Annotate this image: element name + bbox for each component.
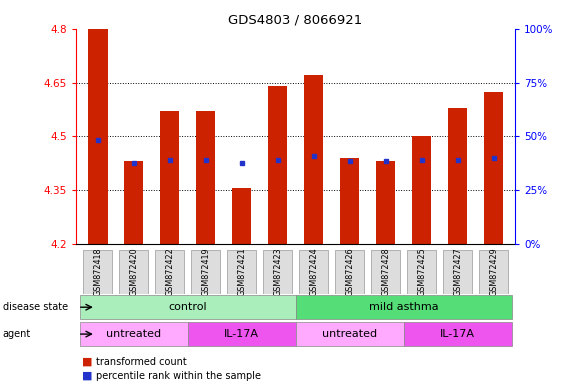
FancyBboxPatch shape [191,250,220,294]
Bar [88,29,108,244]
FancyBboxPatch shape [443,250,472,294]
Bar [339,158,359,244]
Text: GSM872424: GSM872424 [309,247,318,296]
Text: IL-17A: IL-17A [440,329,475,339]
Text: GSM872426: GSM872426 [345,247,354,296]
Bar [232,188,252,244]
Text: GSM872421: GSM872421 [237,247,246,296]
Title: GDS4803 / 8066921: GDS4803 / 8066921 [229,13,363,26]
FancyBboxPatch shape [479,250,508,294]
Text: GSM872427: GSM872427 [453,247,462,296]
FancyBboxPatch shape [335,250,364,294]
Text: transformed count: transformed count [96,357,186,367]
Text: GSM872425: GSM872425 [417,247,426,296]
Text: GSM872422: GSM872422 [165,247,174,296]
FancyBboxPatch shape [155,250,184,294]
Text: agent: agent [3,329,31,339]
Text: control: control [168,302,207,312]
Text: GSM872428: GSM872428 [381,247,390,296]
FancyBboxPatch shape [79,295,296,319]
FancyBboxPatch shape [187,322,296,346]
FancyBboxPatch shape [79,322,187,346]
Text: ■: ■ [82,371,92,381]
Text: GSM872429: GSM872429 [489,247,498,296]
FancyBboxPatch shape [263,250,292,294]
Bar [267,86,288,244]
FancyBboxPatch shape [299,250,328,294]
Text: GSM872418: GSM872418 [93,248,102,296]
FancyBboxPatch shape [296,295,512,319]
Text: disease state: disease state [3,302,68,312]
FancyBboxPatch shape [296,322,404,346]
Text: GSM872419: GSM872419 [201,247,210,296]
Text: mild asthma: mild asthma [369,302,439,312]
Text: ■: ■ [82,357,92,367]
FancyBboxPatch shape [371,250,400,294]
Text: untreated: untreated [322,329,377,339]
FancyBboxPatch shape [404,322,512,346]
Bar [160,111,180,244]
Bar [448,108,467,244]
Bar [303,75,324,244]
Text: percentile rank within the sample: percentile rank within the sample [96,371,261,381]
Bar [196,111,216,244]
Bar [484,91,503,244]
Text: untreated: untreated [106,329,161,339]
FancyBboxPatch shape [119,250,149,294]
Bar [412,136,431,244]
Text: IL-17A: IL-17A [224,329,259,339]
FancyBboxPatch shape [83,250,113,294]
Bar [124,161,144,244]
FancyBboxPatch shape [227,250,256,294]
Text: GSM872423: GSM872423 [273,247,282,296]
FancyBboxPatch shape [407,250,436,294]
Text: GSM872420: GSM872420 [129,247,138,296]
Bar [376,161,395,244]
